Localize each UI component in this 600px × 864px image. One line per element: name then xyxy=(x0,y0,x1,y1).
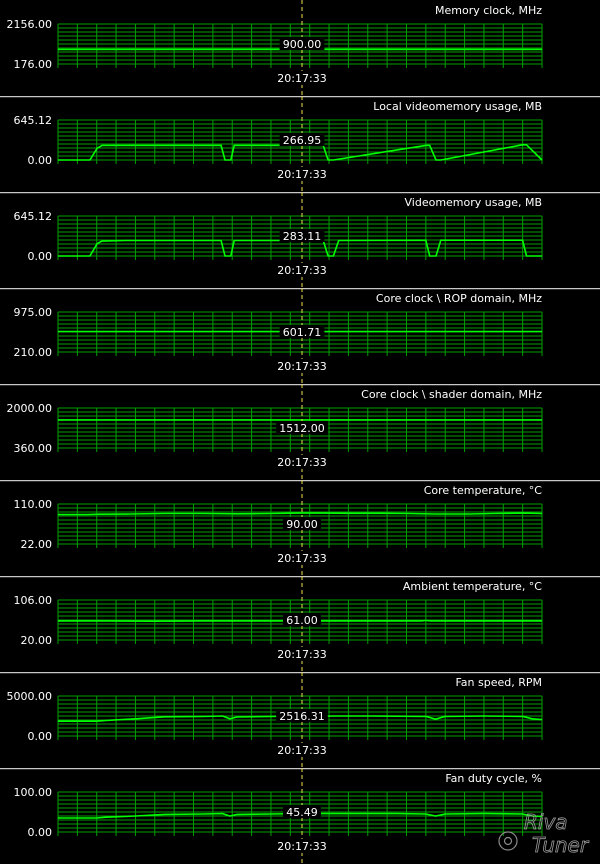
chart-title: Fan duty cycle, % xyxy=(445,772,542,785)
y-min-label: 176.00 xyxy=(14,58,53,71)
y-max-label: 2000.00 xyxy=(7,402,53,415)
chart-title: Fan speed, RPM xyxy=(455,676,542,689)
current-value: 283.11 xyxy=(283,230,322,243)
time-label-bg xyxy=(272,743,332,757)
time-label: 20:17:33 xyxy=(277,360,326,373)
y-max-label: 5000.00 xyxy=(7,690,53,703)
grid xyxy=(57,311,543,356)
y-min-label: 0.00 xyxy=(28,250,53,263)
time-label: 20:17:33 xyxy=(277,168,326,181)
chart-panel: Core clock \ shader domain, MHz 2000.00 36… xyxy=(0,384,600,480)
current-value-bg xyxy=(279,325,325,338)
chart-title: Core clock \ ROP domain, MHz xyxy=(376,292,542,305)
chart-title: Videomemory usage, MB xyxy=(405,196,543,209)
chart-panel: Fan duty cycle, % 100.00 0.00 45.49 20:17:33 xyxy=(0,768,600,864)
svg-text:Riva: Riva xyxy=(524,810,568,834)
chart-panel: Local videomemory usage, MB 645.12 0.00 266… xyxy=(0,96,600,192)
current-value: 2516.31 xyxy=(279,710,325,723)
y-max-label: 110.00 xyxy=(14,498,53,511)
chart-panel: Core temperature, °C 110.00 22.00 90.00 20:1… xyxy=(0,480,600,576)
current-value-bg xyxy=(283,517,321,530)
time-label: 20:17:33 xyxy=(277,72,326,85)
time-label-bg xyxy=(272,455,332,469)
current-value-bg xyxy=(276,709,328,722)
time-label: 20:17:33 xyxy=(277,840,326,853)
time-label-bg xyxy=(272,167,332,181)
current-value-bg xyxy=(279,133,325,146)
series-line xyxy=(58,239,542,257)
chart-title: Core temperature, °C xyxy=(424,484,543,497)
y-max-label: 106.00 xyxy=(14,594,53,607)
chart-panel: Videomemory usage, MB 645.12 0.00 283.11 20:… xyxy=(0,192,600,288)
time-label-bg xyxy=(272,839,332,853)
y-max-label: 2156.00 xyxy=(7,18,53,31)
y-max-label: 100.00 xyxy=(14,786,53,799)
current-value: 900.00 xyxy=(283,38,322,51)
chart-title: Ambient temperature, °C xyxy=(403,580,542,593)
y-min-label: 0.00 xyxy=(28,154,53,167)
chart-panel: Memory clock, MHz 2156.00 176.00 900.00 20:1… xyxy=(7,0,543,96)
current-value-bg xyxy=(283,613,321,626)
y-min-label: 22.00 xyxy=(21,538,53,551)
y-max-label: 645.12 xyxy=(14,114,53,127)
y-min-label: 0.00 xyxy=(28,730,53,743)
current-value: 45.49 xyxy=(286,806,318,819)
y-min-label: 360.00 xyxy=(14,442,53,455)
current-value: 90.00 xyxy=(286,518,318,531)
chart-panel: Core clock \ ROP domain, MHz 975.00 210.00… xyxy=(0,288,600,384)
chart-title: Memory clock, MHz xyxy=(435,4,542,17)
series-line xyxy=(58,143,543,161)
time-label: 20:17:33 xyxy=(277,552,326,565)
rivatuner-logo: Riva Tuner xyxy=(498,810,590,857)
current-value: 1512.00 xyxy=(279,422,325,435)
current-value: 266.95 xyxy=(283,134,322,147)
y-min-label: 20.00 xyxy=(21,634,53,647)
current-value-bg xyxy=(276,421,328,434)
time-label: 20:17:33 xyxy=(277,456,326,469)
y-max-label: 645.12 xyxy=(14,210,53,223)
time-label-bg xyxy=(272,551,332,565)
chart-title: Core clock \ shader domain, MHz xyxy=(361,388,542,401)
current-value-bg xyxy=(283,805,321,818)
grid xyxy=(57,599,543,644)
y-max-label: 975.00 xyxy=(14,306,53,319)
time-label-bg xyxy=(272,71,332,85)
svg-text:Tuner: Tuner xyxy=(532,833,590,857)
time-label: 20:17:33 xyxy=(277,264,326,277)
current-value: 61.00 xyxy=(286,614,318,627)
time-label: 20:17:33 xyxy=(277,744,326,757)
time-label-bg xyxy=(272,647,332,661)
y-min-label: 0.00 xyxy=(28,826,53,839)
series-line xyxy=(58,512,543,516)
current-value: 601.71 xyxy=(283,326,322,339)
current-value-bg xyxy=(279,37,325,50)
y-min-label: 210.00 xyxy=(14,346,53,359)
time-label-bg xyxy=(272,263,332,277)
grid xyxy=(57,215,543,260)
time-label-bg xyxy=(272,359,332,373)
chart-panel: Fan speed, RPM 5000.00 0.00 2516.31 20:17:33 xyxy=(0,672,600,768)
current-value-bg xyxy=(279,229,325,242)
time-label: 20:17:33 xyxy=(277,648,326,661)
chart-panel: Ambient temperature, °C 106.00 20.00 61.00 2… xyxy=(0,576,600,672)
gear-icon xyxy=(498,831,518,851)
series-line xyxy=(58,619,542,623)
chart-title: Local videomemory usage, MB xyxy=(373,100,542,113)
